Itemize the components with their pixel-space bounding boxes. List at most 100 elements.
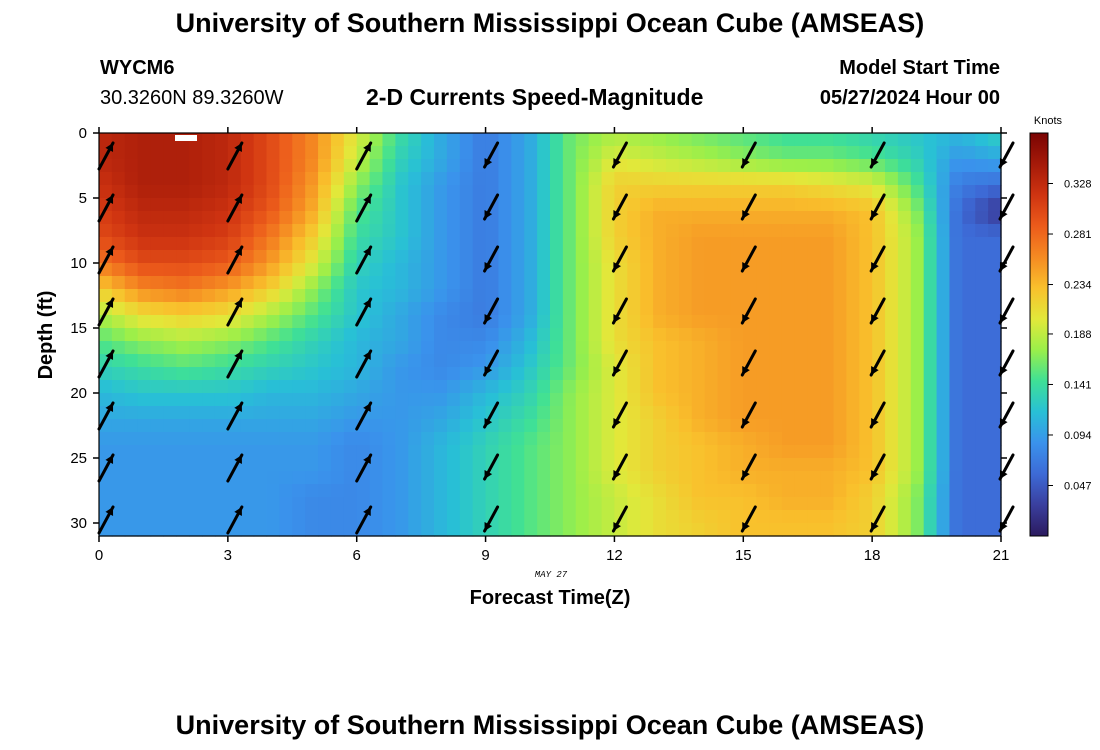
heatmap-cell <box>99 484 113 498</box>
heatmap-cell <box>382 471 396 485</box>
heatmap-cell <box>897 484 912 498</box>
heatmap-cell <box>820 302 835 316</box>
heatmap-cell <box>330 406 345 420</box>
heatmap-cell <box>730 380 744 394</box>
heatmap-cell <box>111 380 126 394</box>
heatmap-cell <box>446 367 461 381</box>
heatmap-cell <box>717 432 731 446</box>
heatmap-cell <box>936 146 951 160</box>
heatmap-cell <box>601 341 616 355</box>
heatmap-cell <box>975 276 989 290</box>
heatmap-cell <box>356 224 371 238</box>
heatmap-cell <box>305 458 319 472</box>
heatmap-cell <box>266 302 280 316</box>
heatmap-cell <box>820 458 835 472</box>
heatmap-cell <box>253 419 268 433</box>
heatmap-cell <box>176 471 190 485</box>
heatmap-cell <box>653 406 667 420</box>
x-tick-label: 18 <box>864 547 881 564</box>
plot-title: 2-D Currents Speed-Magnitude <box>366 84 704 110</box>
heatmap-cell <box>266 380 280 394</box>
heatmap-cell <box>485 341 500 355</box>
heatmap-cell <box>150 471 165 485</box>
heatmap-cell <box>897 393 912 407</box>
heatmap-cell <box>395 471 409 485</box>
heatmap-cell <box>846 276 860 290</box>
heatmap-cell <box>330 341 345 355</box>
heatmap-cell <box>227 133 242 147</box>
heatmap-cell <box>472 328 487 342</box>
heatmap-cell <box>318 185 332 199</box>
heatmap-cell <box>421 419 435 433</box>
heatmap-cell <box>99 289 113 303</box>
y-tick-label: 20 <box>70 385 87 402</box>
heatmap-cell <box>550 146 564 160</box>
heatmap-cell <box>730 146 744 160</box>
heatmap-cell <box>704 250 719 264</box>
heatmap-cell <box>369 523 384 537</box>
heatmap-cell <box>163 406 177 420</box>
heatmap-cell <box>962 354 976 368</box>
heatmap-cell <box>575 393 590 407</box>
heatmap-cell <box>421 367 435 381</box>
heatmap-cell <box>897 185 912 199</box>
heatmap-cell <box>421 133 435 147</box>
heatmap-cell <box>111 432 126 446</box>
heatmap-cell <box>524 250 538 264</box>
heatmap-cell <box>408 393 422 407</box>
current-arrow <box>869 141 886 169</box>
heatmap-cell <box>807 172 822 186</box>
heatmap-cell <box>627 341 641 355</box>
heatmap-cell <box>665 354 680 368</box>
heatmap-cell <box>975 159 989 173</box>
heatmap-cell <box>846 133 860 147</box>
heatmap-cell <box>743 185 757 199</box>
heatmap-cell <box>137 133 152 147</box>
heatmap-cell <box>730 458 744 472</box>
heatmap-cell <box>794 419 809 433</box>
heatmap-cell <box>988 198 1002 212</box>
heatmap-cell <box>524 211 538 225</box>
heatmap-cell <box>550 224 564 238</box>
heatmap-cell <box>923 341 938 355</box>
heatmap-cell <box>794 328 809 342</box>
heatmap-cell <box>163 211 177 225</box>
heatmap-cell <box>227 484 242 498</box>
heatmap-cell <box>253 276 268 290</box>
heatmap-cell <box>446 393 461 407</box>
heatmap-cell <box>434 484 448 498</box>
heatmap-cell <box>472 432 487 446</box>
heatmap-cell <box>794 354 809 368</box>
heatmap-cell <box>227 185 242 199</box>
heatmap-cell <box>807 419 822 433</box>
heatmap-cell <box>446 302 461 316</box>
heatmap-cell <box>356 432 371 446</box>
heatmap-cell <box>240 393 255 407</box>
heatmap-cell <box>511 146 525 160</box>
heatmap-cell <box>111 146 126 160</box>
heatmap-cell <box>601 432 616 446</box>
heatmap-cell <box>446 198 461 212</box>
heatmap-cell <box>137 328 152 342</box>
heatmap-cell <box>330 224 345 238</box>
heatmap-cell <box>627 302 641 316</box>
heatmap-cell <box>343 497 358 511</box>
heatmap-cell <box>807 432 822 446</box>
heatmap-cell <box>524 276 538 290</box>
heatmap-cell <box>253 393 268 407</box>
heatmap-cell <box>111 367 126 381</box>
heatmap-cell <box>279 393 293 407</box>
heatmap-cell <box>408 432 422 446</box>
heatmap-cell <box>936 432 951 446</box>
heatmap-cell <box>846 224 860 238</box>
heatmap-cell <box>614 133 628 147</box>
heatmap-cell <box>691 289 706 303</box>
heatmap-cell <box>794 393 809 407</box>
heatmap-cell <box>253 445 268 459</box>
heatmap-cell <box>330 380 345 394</box>
heatmap-cell <box>150 250 165 264</box>
heatmap-cell <box>962 406 976 420</box>
heatmap-cell <box>240 250 255 264</box>
heatmap-cell <box>640 315 654 329</box>
current-arrow <box>97 505 115 535</box>
